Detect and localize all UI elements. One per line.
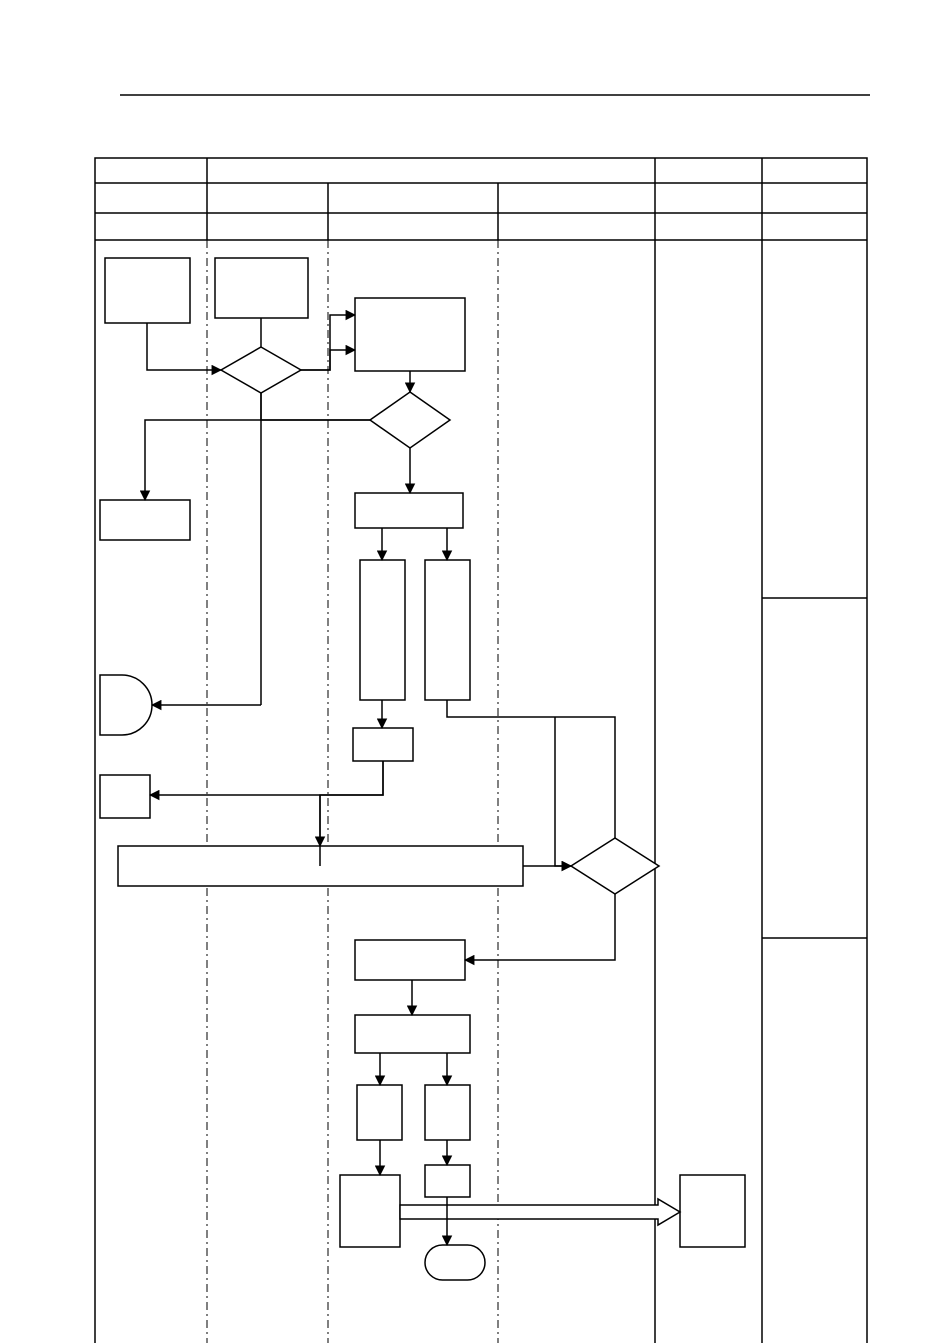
flowchart-process-n17 (680, 1175, 745, 1247)
flowchart-process-n6 (360, 560, 405, 700)
outer-frame (95, 158, 867, 1343)
flowchart-process-n7 (425, 560, 470, 700)
flowchart-edge (555, 717, 615, 838)
flowchart-edge (465, 894, 615, 960)
flowchart-edge (145, 420, 370, 500)
flowchart-terminator-term (425, 1245, 485, 1280)
flowchart-delay-del1 (100, 675, 152, 735)
flowchart-edge (150, 761, 383, 795)
flowchart-process-n8 (353, 728, 413, 761)
flowchart-decision-d2 (370, 392, 450, 448)
flowchart-edge (147, 323, 221, 370)
flowchart-process-n15 (340, 1175, 400, 1247)
flowchart-process-n4 (100, 500, 190, 540)
flowchart-process-n2 (215, 258, 308, 318)
flowchart-edge (447, 700, 555, 717)
flowchart-process-n9 (100, 775, 150, 818)
flowchart-edge (555, 717, 571, 866)
flowchart-canvas (0, 0, 950, 1343)
flowchart-block-arrow (400, 1199, 680, 1225)
flowchart-process-n5 (355, 493, 463, 528)
flowchart-process-n11 (355, 940, 465, 980)
flowchart-process-n16 (425, 1165, 470, 1197)
flowchart-process-n12 (355, 1015, 470, 1053)
flowchart-process-n13 (357, 1085, 402, 1140)
flowchart-process-n1 (105, 258, 190, 323)
flowchart-decision-d3 (571, 838, 659, 894)
flowchart-process-n14 (425, 1085, 470, 1140)
flowchart-decision-d1 (221, 347, 301, 393)
flowchart-process-n3 (355, 298, 465, 371)
flowchart-edge (261, 393, 370, 420)
